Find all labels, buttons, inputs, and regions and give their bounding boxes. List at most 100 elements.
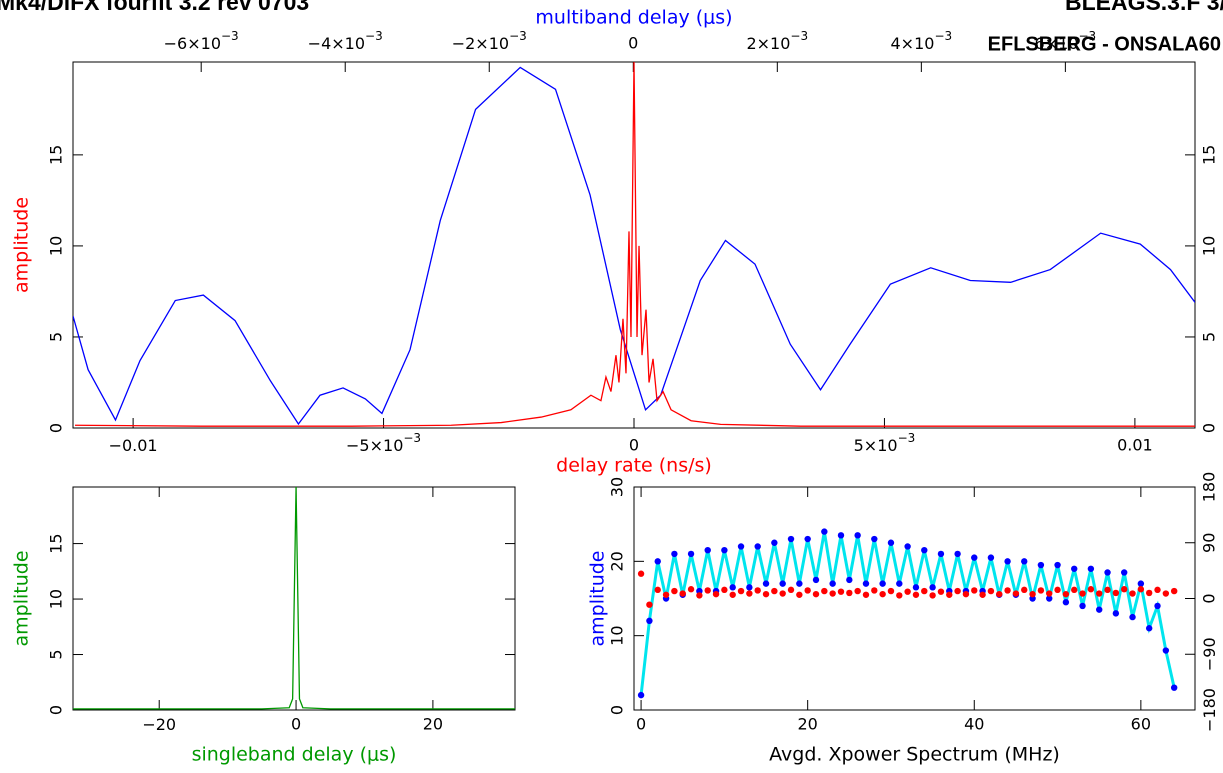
data-point: [904, 588, 911, 595]
data-point: [787, 586, 795, 594]
tick-label: 6×10−3: [1035, 29, 1097, 53]
tick-label: −2×10−3: [452, 29, 527, 53]
tick-label: 60: [1131, 715, 1151, 734]
data-point: [746, 590, 753, 597]
tick-label: 10: [1200, 236, 1219, 256]
data-point: [937, 588, 945, 595]
data-point: [1145, 589, 1153, 597]
data-point: [1062, 599, 1070, 606]
data-point: [737, 587, 745, 595]
data-point: [1087, 586, 1095, 593]
data-point: [979, 591, 986, 598]
data-point: [854, 587, 861, 595]
tick-label-exponent: −3: [509, 29, 527, 43]
plot-area: [73, 62, 1195, 427]
data-point: [887, 539, 895, 546]
data-point: [1137, 580, 1145, 587]
data-point: [771, 587, 778, 595]
tick-label: 0: [1200, 593, 1219, 603]
tick-label-mantissa: −0.01: [109, 436, 158, 455]
tick-label: 0: [47, 705, 66, 715]
tick-label: −0.01: [109, 436, 158, 455]
tick-label-mantissa: −90: [1200, 637, 1219, 671]
data-point: [1154, 602, 1161, 610]
data-point: [812, 590, 820, 598]
data-point: [996, 590, 1003, 598]
data-point: [987, 587, 995, 595]
data-point: [1071, 565, 1078, 572]
data-point: [1096, 606, 1103, 613]
series-line: [73, 66, 1195, 426]
data-point: [871, 587, 878, 594]
data-point: [896, 580, 903, 587]
data-point: [671, 550, 678, 558]
data-point: [1012, 590, 1020, 597]
data-point: [687, 586, 695, 593]
data-point: [1112, 589, 1120, 597]
tick-label: 20: [608, 551, 627, 571]
data-point: [662, 591, 670, 598]
data-point: [1054, 586, 1061, 594]
data-point: [871, 535, 878, 543]
tick-label-exponent: −3: [934, 29, 952, 43]
data-point: [912, 591, 920, 598]
tick-label: 5×10−3: [854, 431, 916, 455]
series-line: [639, 531, 1176, 696]
data-point: [1096, 590, 1103, 597]
data-point: [954, 587, 961, 595]
data-point: [862, 580, 870, 587]
tick-label-mantissa: 5×10: [854, 436, 898, 455]
data-point: [829, 580, 836, 587]
series-line: [74, 62, 1195, 427]
tick-label-exponent: −3: [898, 431, 916, 445]
data-point: [679, 590, 686, 597]
tick-label: 0: [47, 423, 66, 433]
tick-label-mantissa: −20: [142, 715, 176, 734]
tick-label-mantissa: −5×10: [346, 436, 403, 455]
tick-label: 40: [964, 715, 984, 734]
data-point: [779, 590, 786, 597]
y-axis-label: amplitude: [587, 550, 609, 646]
tick-label: −4×10−3: [308, 29, 383, 53]
data-point: [1029, 590, 1036, 598]
data-point: [779, 580, 786, 587]
x-axis-label: Avgd. Xpower Spectrum (MHz): [769, 744, 1060, 766]
tick-label-mantissa: −2×10: [452, 34, 509, 53]
data-point: [1104, 586, 1111, 594]
data-point: [1170, 684, 1178, 691]
data-point: [796, 591, 803, 598]
tick-label-mantissa: 4×10: [891, 34, 935, 53]
data-point: [962, 590, 970, 598]
data-point: [829, 590, 836, 597]
tick-label-mantissa: −180: [1200, 688, 1219, 732]
data-point: [912, 584, 920, 591]
tick-label: 10: [47, 236, 66, 256]
data-point: [879, 590, 886, 598]
data-point: [1004, 587, 1011, 594]
series-line: [73, 487, 515, 710]
tick-label: −180: [1200, 688, 1219, 732]
data-point: [862, 591, 870, 598]
data-point: [746, 584, 753, 591]
data-point: [1037, 561, 1045, 569]
data-point: [712, 590, 720, 598]
tick-label: 180: [1200, 472, 1219, 503]
data-point: [1046, 590, 1053, 597]
tick-label: 4×10−3: [891, 29, 953, 53]
plot-frame: [72, 486, 516, 711]
data-point: [837, 588, 845, 595]
data-point: [637, 691, 645, 699]
data-point: [796, 580, 803, 587]
tick-label: 20: [797, 715, 817, 734]
tick-label: 5: [47, 332, 66, 342]
data-point: [671, 587, 678, 595]
plot-title-right: BLEAGS.3.F 3/: [1065, 0, 1223, 15]
baseline-name: EFLSBERG - ONSALA60: [988, 33, 1221, 55]
data-point: [1129, 590, 1136, 597]
tick-label: 0: [608, 705, 627, 715]
data-point: [1145, 625, 1153, 632]
plot-title: Mk4/DiFX fourfit 3.2 rev 0703: [0, 0, 309, 15]
plot-frame: [633, 486, 1196, 711]
tick-label: −5×10−3: [346, 431, 421, 455]
data-point: [721, 546, 728, 554]
